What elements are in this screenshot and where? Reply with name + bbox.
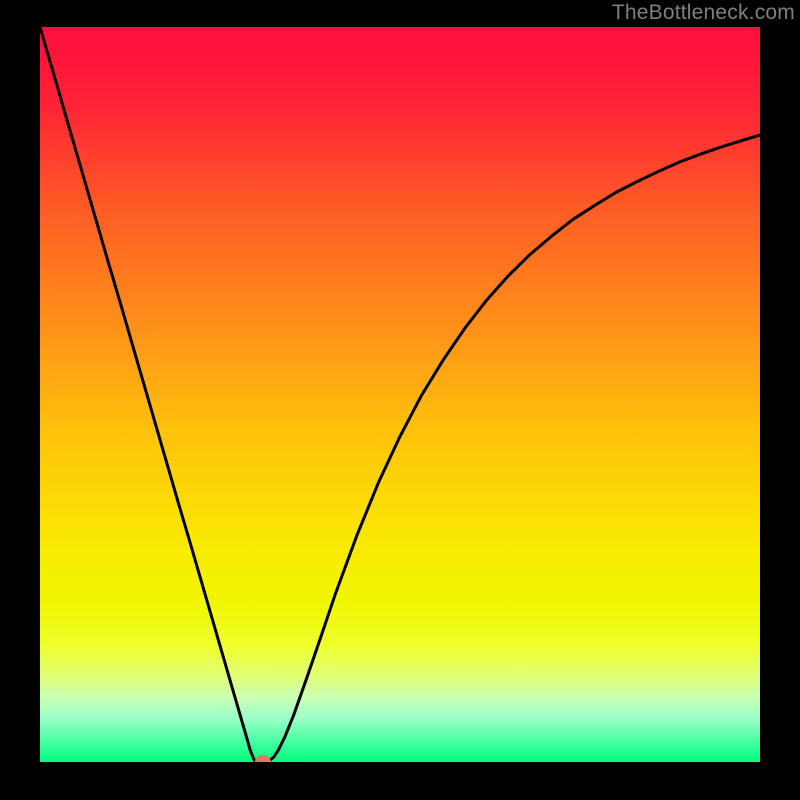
optimum-marker bbox=[255, 755, 271, 762]
watermark-text: TheBottleneck.com bbox=[612, 1, 795, 25]
plot-area bbox=[40, 27, 760, 762]
chart-frame: TheBottleneck.com bbox=[0, 0, 800, 800]
curve-layer bbox=[40, 27, 760, 762]
bottleneck-curve bbox=[40, 27, 760, 762]
